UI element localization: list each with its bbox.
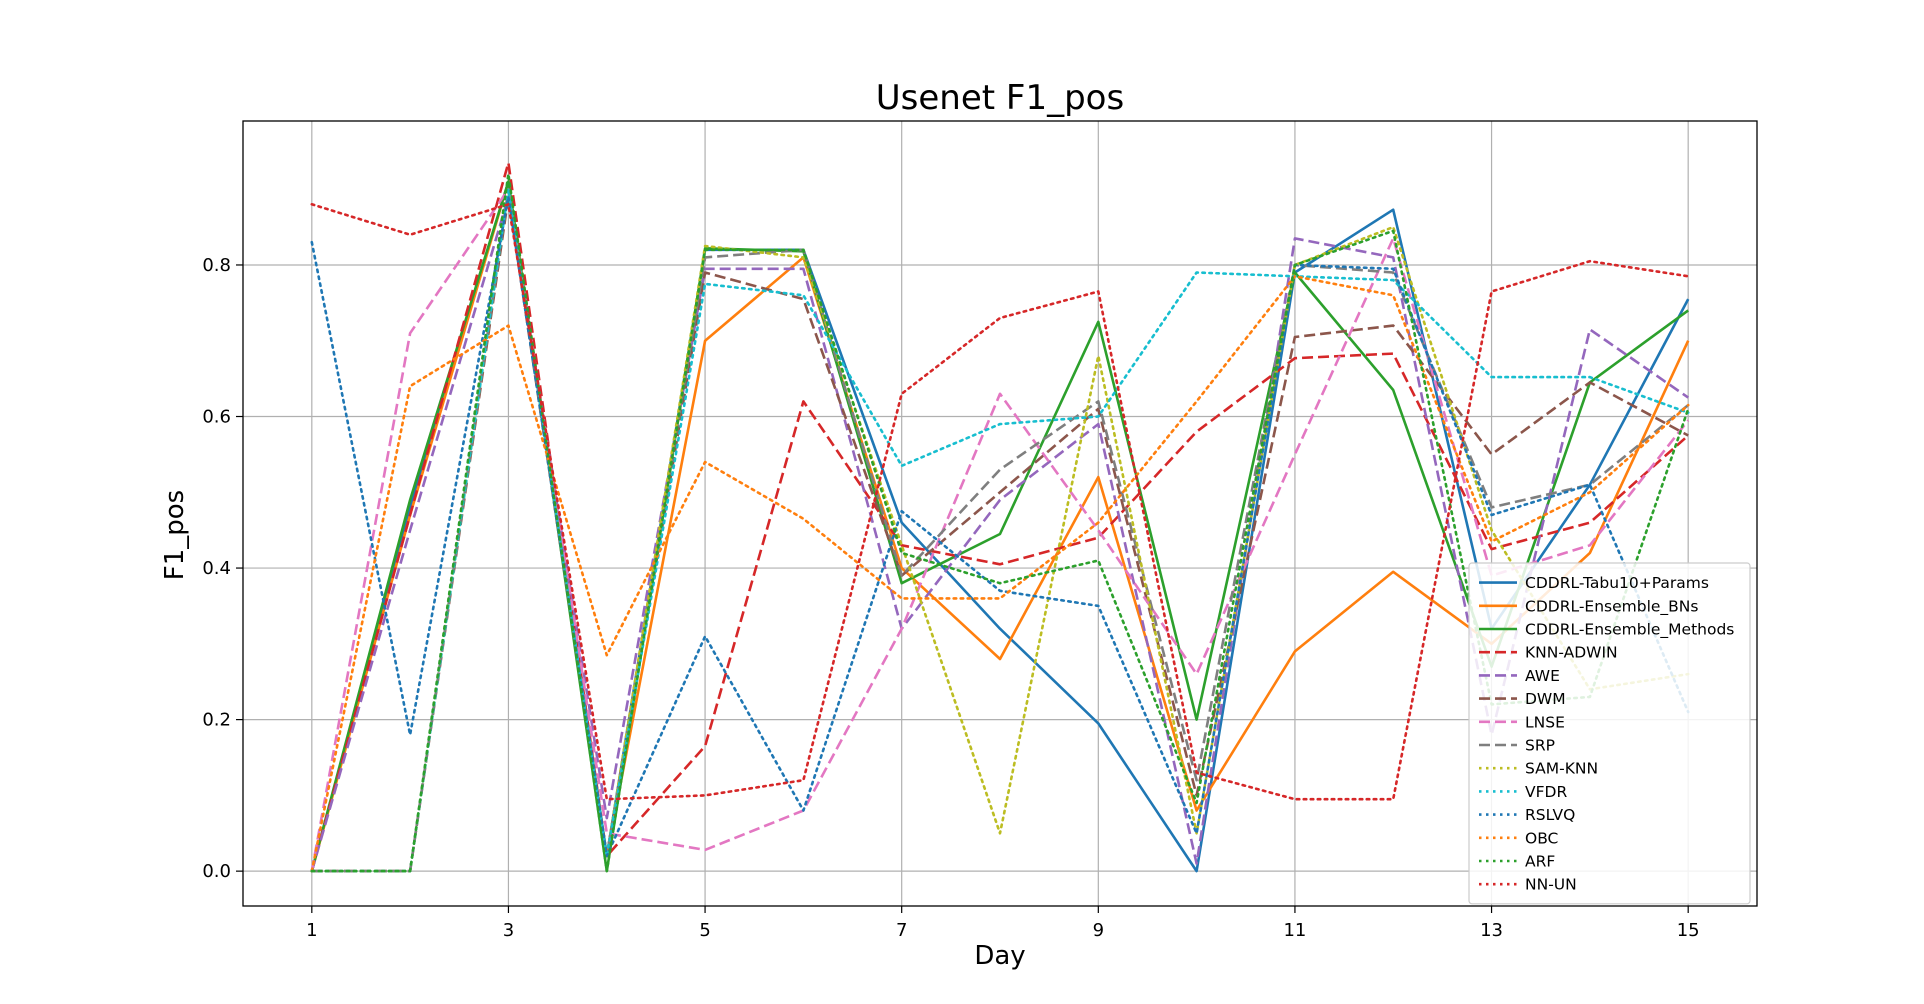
y-tick-label: 0.8: [202, 255, 231, 276]
x-tick-label: 3: [503, 920, 514, 941]
legend-label: CDDRL-Ensemble_Methods: [1525, 621, 1734, 640]
legend-label: OBC: [1525, 829, 1558, 847]
series-lines: [310, 161, 1690, 873]
y-axis-label: F1_pos: [160, 490, 190, 580]
legend-label: RSLVQ: [1525, 806, 1575, 824]
legend-label: CDDRL-Tabu10+Params: [1525, 574, 1709, 592]
legend-label: AWE: [1525, 667, 1560, 685]
x-tick-label: 9: [1093, 920, 1104, 941]
x-tick-label: 11: [1283, 920, 1306, 941]
series-line-knn-adwin: [310, 161, 1690, 872]
legend-label: SRP: [1525, 737, 1555, 755]
legend-box: [1468, 562, 1751, 905]
chart-title: Usenet F1_pos: [876, 78, 1124, 118]
legend-label: KNN-ADWIN: [1525, 644, 1618, 662]
y-tick-label: 0.2: [202, 710, 231, 731]
series-line-rslvq: [310, 195, 1690, 858]
x-tick-label: 5: [699, 920, 710, 941]
x-tick-label: 7: [896, 920, 907, 941]
y-tick-label: 0.0: [202, 861, 231, 882]
x-tick-label: 13: [1480, 920, 1503, 941]
legend-label: SAM-KNN: [1525, 760, 1598, 778]
legend-label: DWM: [1525, 690, 1566, 708]
legend-label: LNSE: [1525, 713, 1565, 731]
series-line-arf: [310, 172, 1690, 873]
y-tick-label: 0.6: [202, 407, 231, 428]
x-tick-label: 1: [306, 920, 317, 941]
y-tick-label: 0.4: [202, 558, 231, 579]
legend-label: VFDR: [1525, 783, 1567, 801]
x-tick-label: 15: [1677, 920, 1700, 941]
series-line-sam-knn: [310, 187, 1690, 873]
legend-label: ARF: [1525, 853, 1555, 871]
plot-frame: [242, 120, 1758, 907]
series-line-nn-un: [310, 203, 1690, 801]
legend-label: CDDRL-Ensemble_BNs: [1525, 597, 1698, 616]
legend-label: NN-UN: [1525, 876, 1577, 894]
x-axis-label: Day: [974, 941, 1025, 971]
axis-ticks: 1 3 5 7 9 11 13 150.00.20.40.60.8: [202, 255, 1699, 941]
legend: CDDRL-Tabu10+Params CDDRL-Ensemble_BNs CDD…: [1468, 562, 1751, 905]
series-line-vfdr: [310, 187, 1690, 873]
